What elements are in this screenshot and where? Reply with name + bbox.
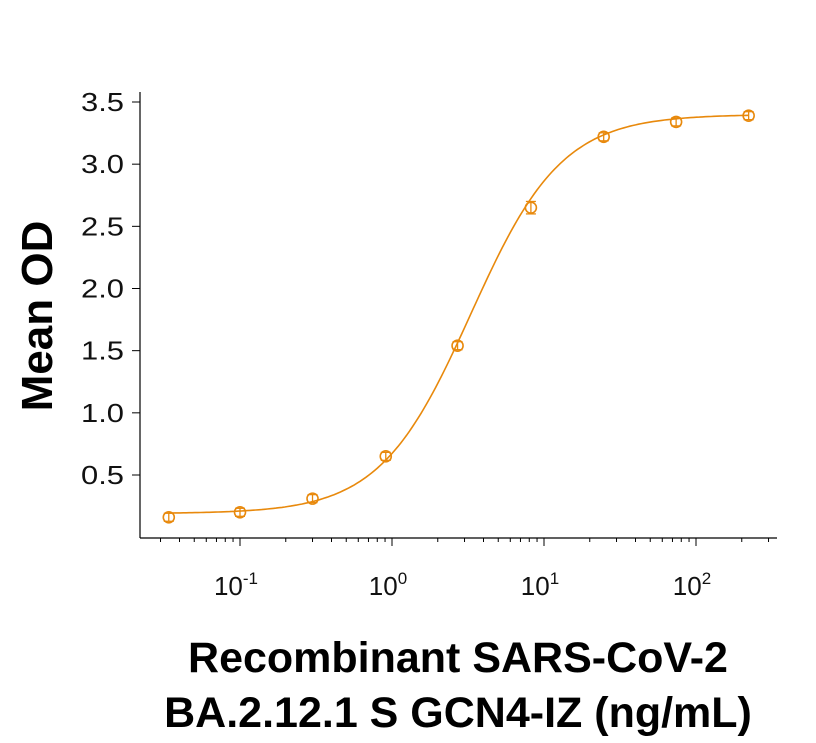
- y-tick-label: 1.5: [81, 336, 124, 366]
- data-points: [162, 109, 755, 524]
- point-marker: [524, 201, 538, 214]
- data-point: [379, 450, 393, 463]
- data-point: [451, 339, 464, 352]
- point-marker: [162, 510, 176, 524]
- point-marker: [306, 492, 319, 505]
- y-tick-label: 2.0: [81, 274, 124, 304]
- data-point: [233, 505, 247, 519]
- x-tick-base: 10: [214, 571, 243, 601]
- y-tick-label: 3.5: [81, 87, 124, 117]
- point-marker: [669, 115, 683, 129]
- y-tick-label: 0.5: [81, 460, 124, 490]
- x-axis: 10-1 100 101 102: [140, 537, 777, 601]
- x-tick-exponent: -1: [243, 569, 258, 588]
- point-marker: [451, 339, 464, 352]
- point-marker: [597, 130, 610, 144]
- data-point: [669, 115, 683, 129]
- y-tick-label: 1.0: [81, 398, 124, 428]
- x-tick-base: 10: [521, 571, 550, 601]
- x-axis-title-line-1: Recombinant SARS-CoV-2: [188, 634, 728, 682]
- x-tick-exponent: 0: [398, 569, 407, 588]
- point-marker: [233, 505, 247, 519]
- x-axis-title-line-2: BA.2.12.1 S GCN4-IZ (ng/mL): [164, 689, 752, 737]
- y-axis: 0.5 1.0 1.5 2.0 2.5 3.0 3.5: [81, 87, 141, 538]
- point-marker: [742, 109, 755, 122]
- x-tick-base: 10: [369, 571, 398, 601]
- data-point: [597, 130, 610, 144]
- data-point: [162, 510, 176, 524]
- y-axis-title: Mean OD: [13, 221, 62, 412]
- data-point: [742, 109, 755, 122]
- x-tick-label: 101: [521, 569, 559, 601]
- x-tick-label: 10-1: [214, 569, 258, 601]
- x-tick-label: 100: [369, 569, 407, 601]
- x-tick-label: 102: [673, 569, 711, 601]
- y-tick-label: 3.0: [81, 149, 124, 179]
- point-marker: [379, 450, 393, 463]
- x-tick-exponent: 2: [702, 569, 711, 588]
- data-point: [306, 492, 319, 505]
- fit-curve: [168, 114, 749, 514]
- y-tick-label: 2.5: [81, 211, 124, 241]
- fit-curve-path: [168, 114, 749, 514]
- data-point: [524, 200, 538, 215]
- x-tick-exponent: 1: [550, 569, 559, 588]
- x-tick-base: 10: [673, 571, 702, 601]
